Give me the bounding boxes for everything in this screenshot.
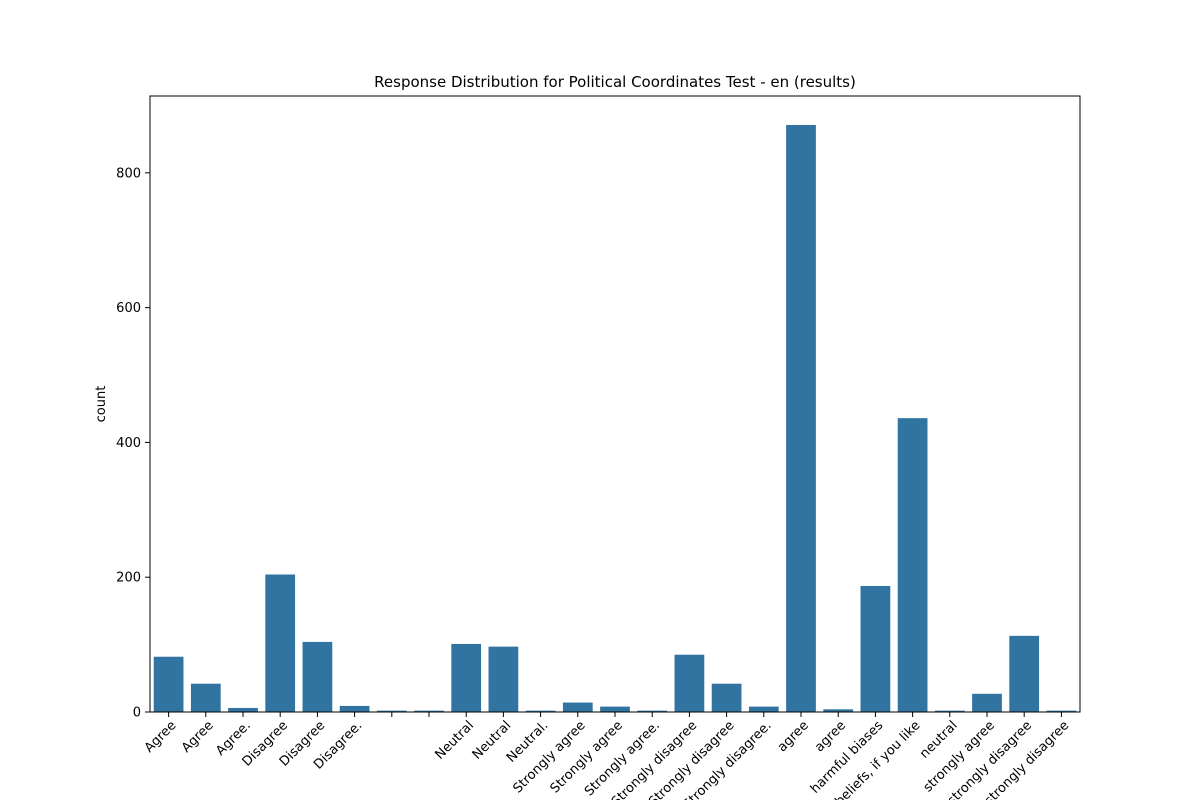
bar	[823, 709, 854, 712]
bar	[711, 683, 742, 712]
bar	[153, 656, 184, 712]
y-axis-label: count	[94, 386, 109, 423]
bar	[414, 710, 444, 712]
x-tick-label: Agree	[179, 718, 217, 756]
bar	[786, 124, 816, 713]
bar	[1009, 635, 1040, 712]
plot-frame	[149, 95, 1081, 713]
bar	[339, 705, 370, 712]
bar	[228, 707, 258, 712]
bar	[451, 643, 482, 712]
bar	[637, 710, 668, 712]
bar	[525, 710, 556, 712]
bar	[488, 646, 519, 712]
bar	[972, 693, 1002, 712]
bar	[190, 683, 221, 712]
chart-title: Response Distribution for Political Coor…	[374, 73, 856, 91]
y-tick-label: 200	[116, 571, 141, 586]
x-tick-label: Neutral	[432, 718, 477, 763]
bar	[376, 710, 407, 712]
bar	[600, 706, 630, 712]
x-tick-label: agree	[775, 718, 812, 755]
bar	[748, 706, 779, 712]
bar	[934, 710, 965, 712]
bar	[562, 702, 593, 712]
bar	[674, 654, 705, 712]
y-tick-label: 600	[116, 301, 141, 316]
bar	[302, 641, 333, 712]
y-tick-label: 0	[133, 706, 141, 721]
bar	[860, 585, 891, 712]
bar	[265, 574, 296, 712]
bar	[897, 418, 928, 712]
y-tick-label: 400	[116, 436, 141, 451]
x-tick-label: Agree	[142, 718, 180, 756]
bar	[1046, 710, 1077, 712]
y-tick-label: 800	[116, 166, 141, 181]
